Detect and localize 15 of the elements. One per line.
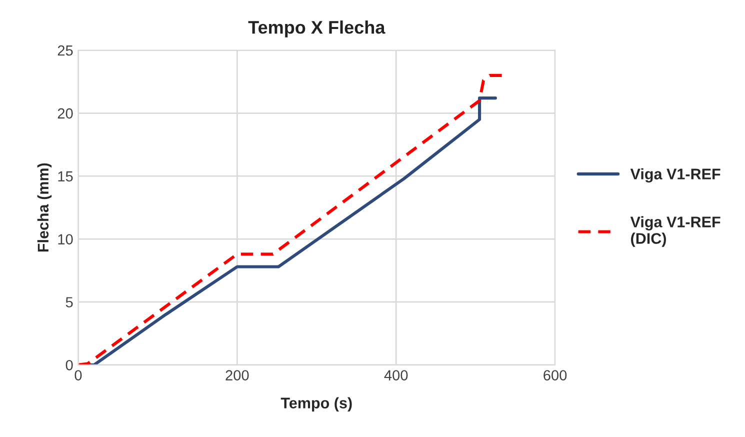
y-tick-label: 5 bbox=[66, 297, 73, 308]
x-axis-title: Tempo (s) bbox=[280, 397, 352, 412]
x-tick-label: 400 bbox=[384, 370, 408, 380]
y-tick-label: 20 bbox=[58, 108, 73, 119]
y-tick-label: 25 bbox=[58, 45, 73, 56]
y-axis-title: Flecha (mm) bbox=[37, 163, 52, 252]
x-tick-label: 0 bbox=[74, 370, 82, 380]
chart-title: Tempo X Flecha bbox=[248, 20, 386, 38]
legend-label: Viga V1-REF bbox=[630, 168, 720, 183]
legend-label: Viga V1-REF (DIC) bbox=[630, 216, 720, 247]
x-tick-label: 200 bbox=[226, 370, 249, 380]
x-tick-label: 600 bbox=[544, 370, 567, 380]
y-tick-label: 0 bbox=[66, 360, 73, 370]
y-tick-label: 15 bbox=[58, 171, 73, 182]
y-tick-label: 10 bbox=[58, 234, 73, 244]
